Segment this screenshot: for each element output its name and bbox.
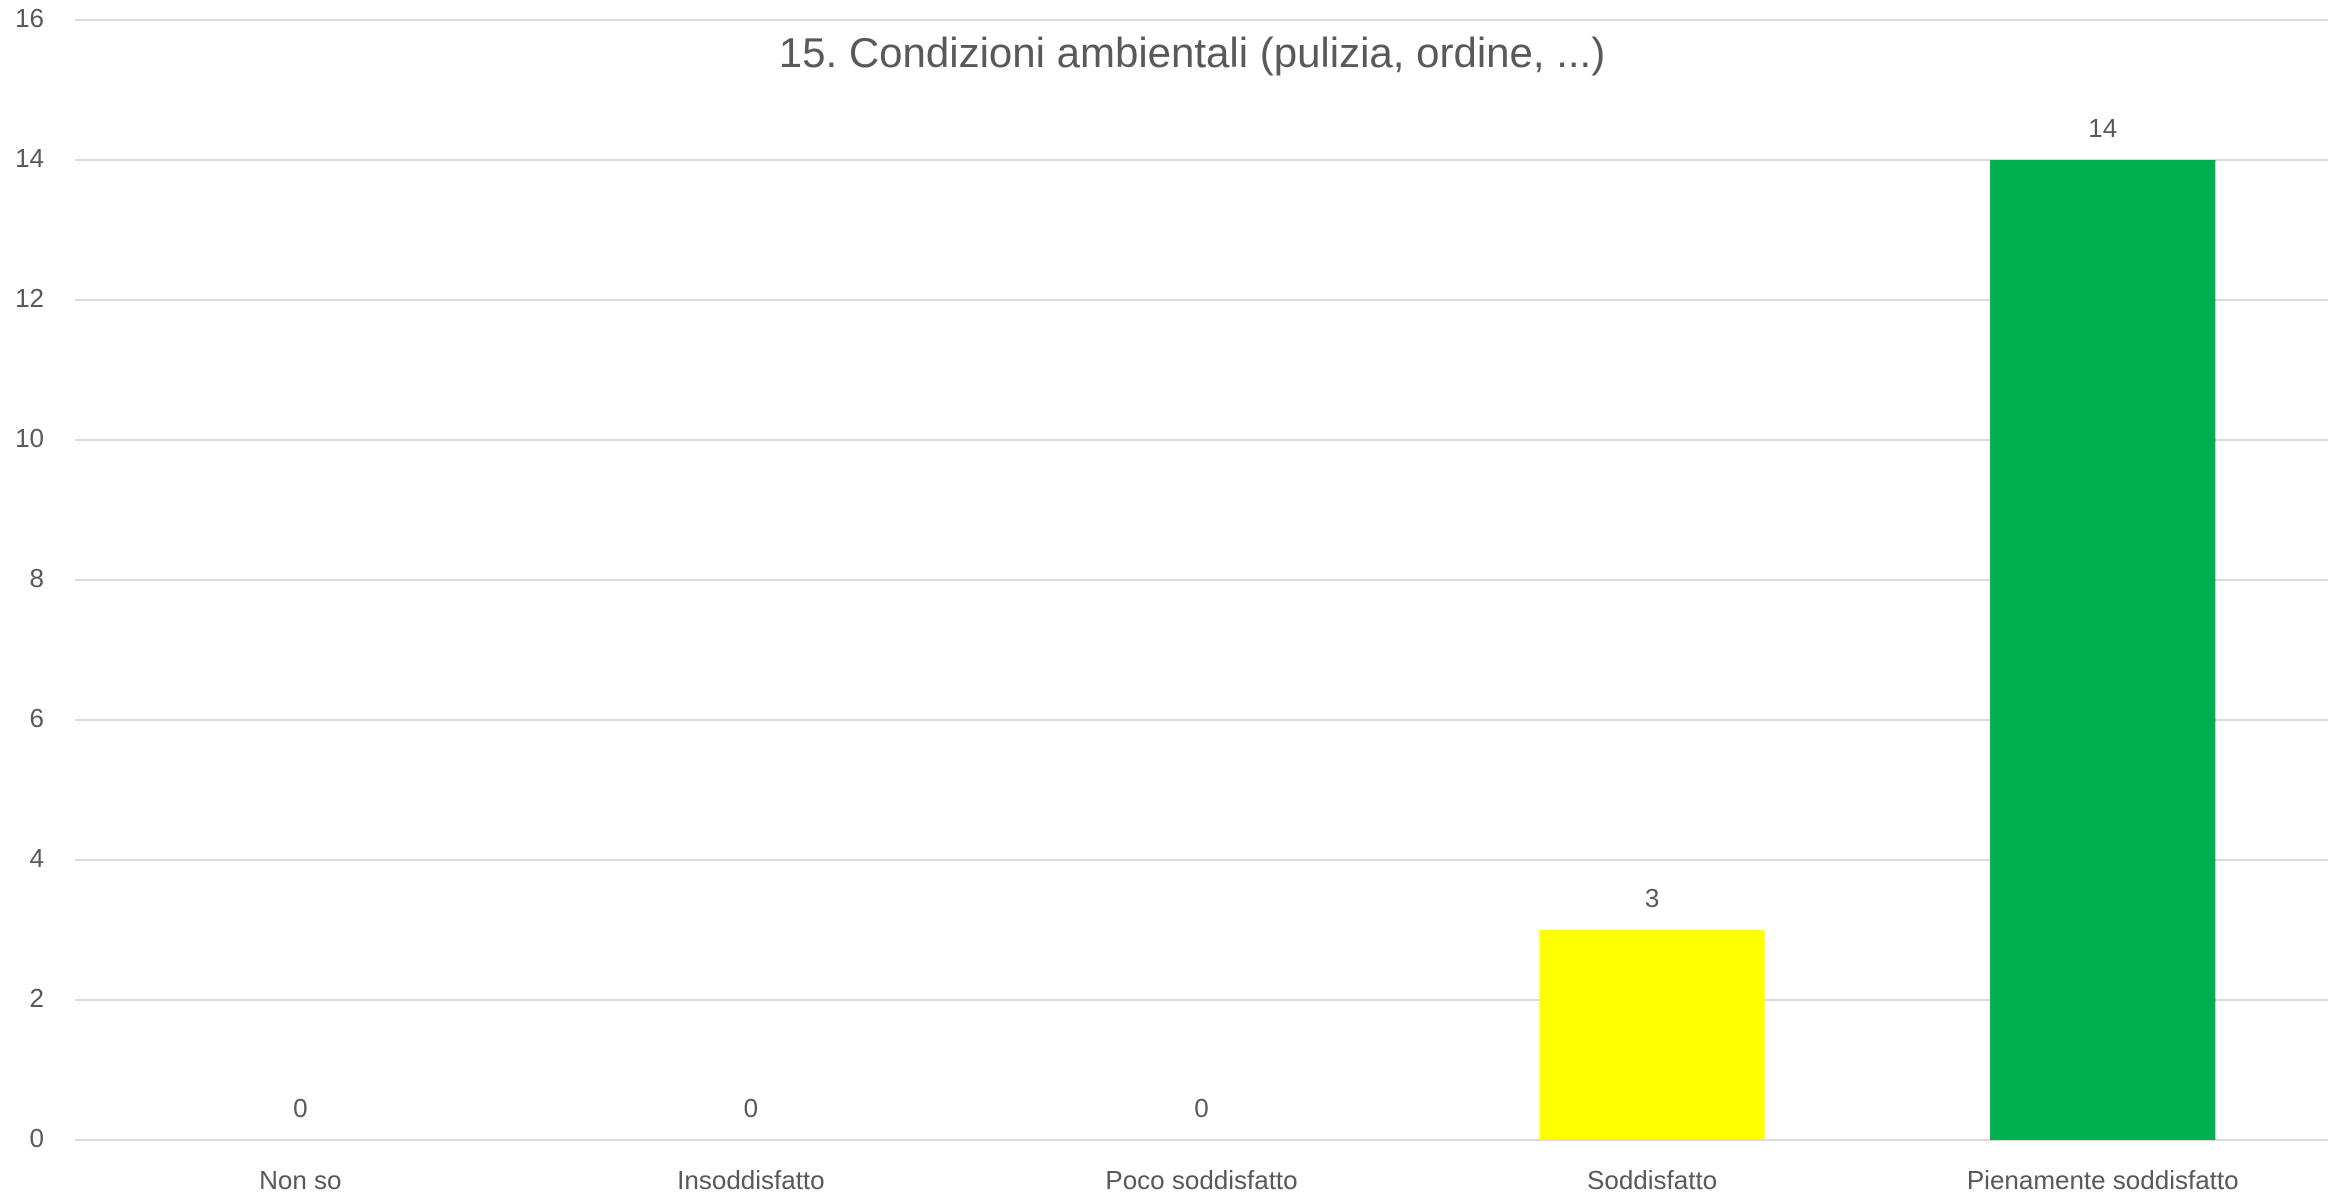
x-tick-label: Non so bbox=[259, 1165, 341, 1195]
x-tick-label: Insoddisfatto bbox=[677, 1165, 824, 1195]
chart-title: 15. Condizioni ambientali (pulizia, ordi… bbox=[779, 29, 1605, 76]
x-tick-label: Soddisfatto bbox=[1587, 1165, 1717, 1195]
y-tick-label: 12 bbox=[15, 283, 44, 313]
y-tick-label: 10 bbox=[15, 423, 44, 453]
value-label: 0 bbox=[1194, 1093, 1208, 1123]
bar bbox=[1990, 160, 2216, 1140]
x-tick-label: Poco soddisfatto bbox=[1105, 1165, 1297, 1195]
y-tick-label: 0 bbox=[30, 1123, 44, 1153]
value-label: 3 bbox=[1645, 883, 1659, 913]
x-tick-label: Pienamente soddisfatto bbox=[1967, 1165, 2239, 1195]
y-tick-label: 8 bbox=[30, 563, 44, 593]
value-label: 14 bbox=[2088, 113, 2117, 143]
y-tick-label: 2 bbox=[30, 983, 44, 1013]
y-tick-label: 14 bbox=[15, 143, 44, 173]
y-tick-label: 6 bbox=[30, 703, 44, 733]
value-label: 0 bbox=[744, 1093, 758, 1123]
y-tick-label: 16 bbox=[15, 3, 44, 33]
value-label: 0 bbox=[293, 1093, 307, 1123]
y-tick-label: 4 bbox=[30, 843, 44, 873]
bar bbox=[1539, 930, 1765, 1140]
